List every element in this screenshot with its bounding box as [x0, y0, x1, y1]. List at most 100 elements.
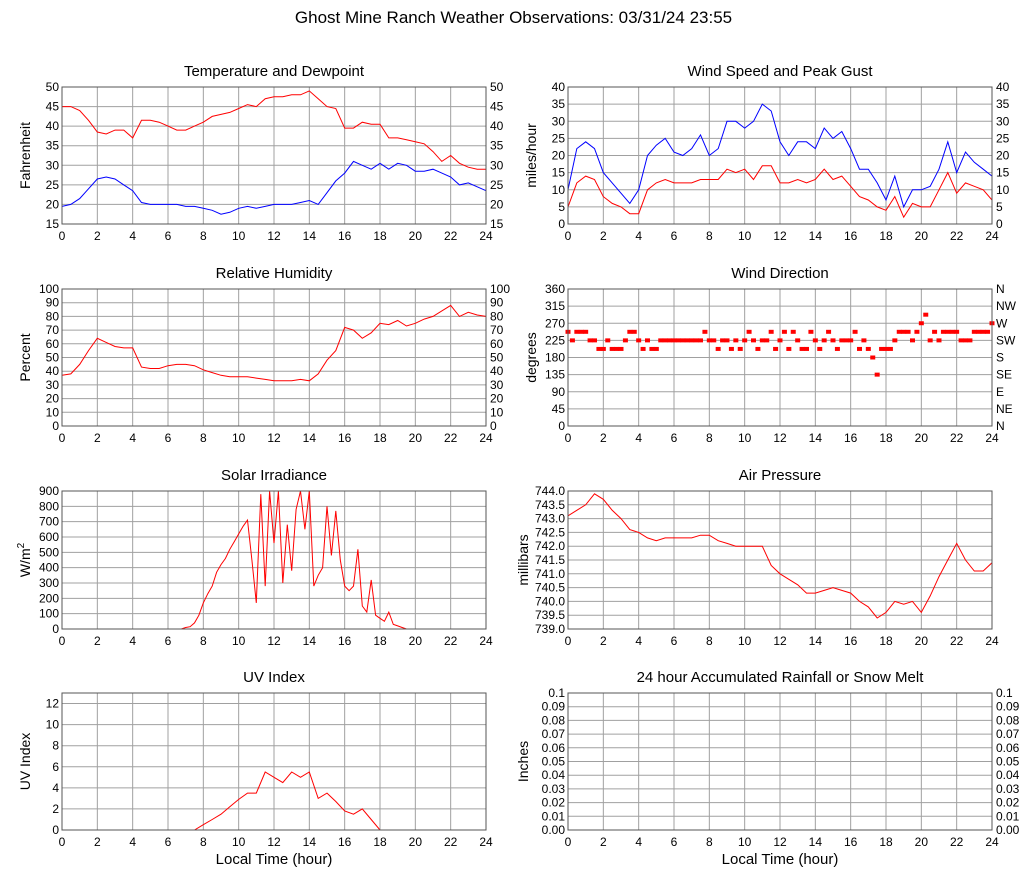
x-tick-label: 2	[94, 835, 101, 849]
data-point	[870, 355, 876, 360]
y-tick-label: 739.0	[535, 622, 565, 636]
y-tick-label-right: 40	[490, 119, 504, 133]
data-point	[627, 329, 633, 334]
x-tick-label: 2	[600, 634, 607, 648]
y-tick-label: 0.01	[542, 809, 566, 823]
data-point	[680, 338, 686, 343]
y-tick-label: 50	[46, 80, 60, 94]
data-point	[737, 346, 743, 351]
data-point	[852, 329, 858, 334]
y-tick-label: 45	[552, 402, 566, 416]
y-tick-label-right: 0.02	[996, 796, 1020, 810]
x-tick-label: 2	[600, 431, 607, 445]
x-tick-label: 4	[635, 431, 642, 445]
series-line-0	[568, 493, 992, 619]
data-point	[724, 338, 730, 343]
x-tick-label: 24	[479, 229, 493, 243]
y-tick-label-right: 70	[490, 323, 504, 337]
y-tick-label-right: NE	[996, 402, 1013, 416]
y-tick-label: 15	[46, 217, 60, 231]
y-tick-label-right: 25	[996, 131, 1010, 145]
x-tick-label: 10	[738, 431, 752, 445]
x-tick-label: 0	[59, 634, 66, 648]
data-point	[905, 329, 911, 334]
x-tick-label: 16	[844, 229, 858, 243]
x-tick-label: 12	[773, 229, 787, 243]
data-point	[804, 346, 809, 351]
y-tick-label: 0	[52, 622, 59, 636]
y-tick-label-right: 50	[490, 80, 504, 94]
x-tick-label: 12	[773, 835, 787, 849]
x-tick-label: 18	[879, 431, 893, 445]
y-tick-label: 300	[39, 576, 59, 590]
data-point	[821, 338, 827, 343]
x-tick-label: 6	[671, 431, 678, 445]
x-tick-label: 10	[232, 431, 246, 445]
y-axis-label-text: W/m	[17, 548, 33, 577]
data-point	[592, 338, 597, 343]
x-tick-label: 18	[879, 835, 893, 849]
data-point	[843, 338, 849, 343]
x-tick-label: 22	[444, 634, 458, 648]
y-tick-label: 315	[545, 299, 565, 313]
y-tick-label: 400	[39, 561, 59, 575]
data-point	[967, 338, 973, 343]
data-point	[702, 329, 708, 334]
data-point	[874, 372, 880, 377]
y-axis-label: Fahrenheit	[17, 122, 33, 189]
x-tick-label: 6	[165, 431, 172, 445]
y-tick-label-right: 0.07	[996, 727, 1020, 741]
data-point	[940, 329, 946, 334]
x-tick-label: 14	[809, 835, 823, 849]
y-tick-label: 10	[46, 405, 60, 419]
data-point	[976, 329, 982, 334]
x-tick-label: 24	[479, 431, 493, 445]
chart-title: Wind Direction	[731, 265, 829, 282]
chart-title: Wind Speed and Peak Gust	[687, 63, 873, 80]
y-tick-label-right: 0	[490, 419, 497, 433]
data-point	[569, 338, 575, 343]
y-tick-label: 800	[39, 499, 59, 513]
series-line-0	[568, 103, 992, 209]
y-axis-label-text: Percent	[17, 333, 33, 381]
y-axis-label: Percent	[17, 333, 33, 381]
data-point	[910, 338, 915, 343]
x-tick-label: 4	[129, 835, 136, 849]
y-tick-label: 742.0	[535, 539, 565, 553]
y-tick-label: 90	[46, 296, 60, 310]
x-tick-label: 6	[165, 634, 172, 648]
y-tick-label-right: 0.00	[996, 823, 1020, 837]
data-point	[614, 346, 620, 351]
y-axis-label-superscript: 2	[16, 542, 27, 548]
y-tick-label-right: N	[996, 282, 1005, 296]
y-tick-label-right: 40	[490, 364, 504, 378]
plot-border	[61, 288, 487, 427]
data-point	[596, 346, 602, 351]
data-point	[914, 329, 920, 334]
x-tick-label: 24	[985, 835, 999, 849]
x-tick-label: 6	[671, 229, 678, 243]
data-point	[839, 338, 845, 343]
y-tick-label: 40	[46, 364, 60, 378]
x-tick-label: 0	[565, 835, 572, 849]
data-point	[958, 338, 964, 343]
data-point	[896, 329, 902, 334]
x-tick-label: 0	[59, 229, 66, 243]
x-tick-label: 2	[94, 229, 101, 243]
data-point	[715, 346, 721, 351]
y-tick-label: 80	[46, 309, 60, 323]
series-line-0	[62, 90, 486, 170]
data-point	[631, 329, 637, 334]
data-point	[728, 346, 734, 351]
y-tick-label: 0.05	[542, 755, 566, 769]
plot-border	[567, 86, 993, 225]
y-tick-label: 5	[558, 200, 565, 214]
x-tick-label: 14	[809, 431, 823, 445]
data-point	[578, 329, 584, 334]
data-point	[834, 346, 840, 351]
y-tick-label: 225	[545, 333, 565, 347]
data-point	[746, 329, 752, 334]
x-tick-label: 4	[129, 634, 136, 648]
